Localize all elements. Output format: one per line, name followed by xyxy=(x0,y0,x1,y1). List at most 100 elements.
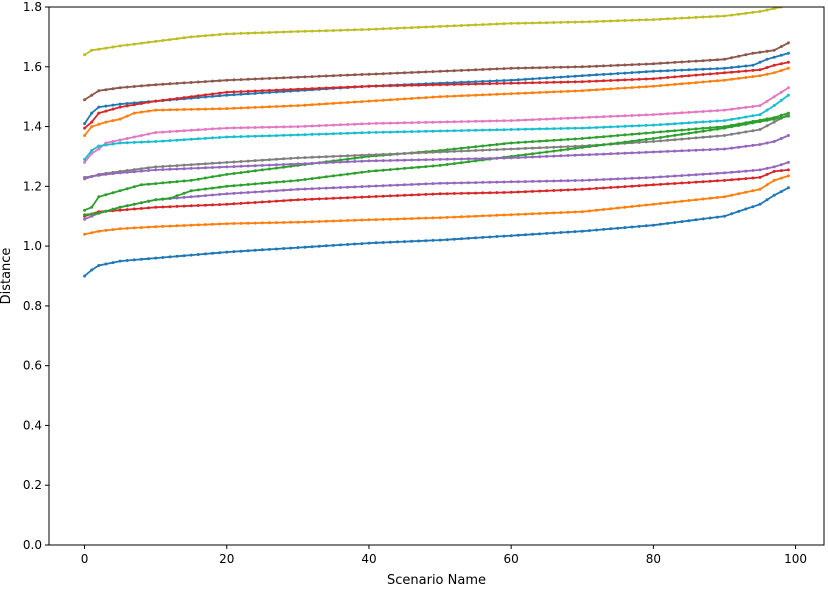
data-point xyxy=(218,33,222,36)
data-point xyxy=(90,125,94,129)
data-point xyxy=(104,143,108,147)
data-point xyxy=(673,182,677,185)
data-point xyxy=(616,152,620,155)
data-point xyxy=(296,198,300,202)
data-point xyxy=(687,110,691,114)
data-point xyxy=(602,72,606,76)
data-point xyxy=(488,180,492,184)
data-point xyxy=(353,195,357,199)
data-point xyxy=(417,70,421,74)
data-point xyxy=(388,98,392,102)
data-point xyxy=(275,125,278,129)
data-point xyxy=(147,182,150,186)
data-point xyxy=(182,96,186,100)
data-point xyxy=(289,104,293,108)
data-point xyxy=(488,235,492,239)
data-point xyxy=(623,86,627,90)
data-point xyxy=(111,119,115,123)
data-point xyxy=(680,111,684,115)
data-point xyxy=(253,182,257,186)
series-1 xyxy=(83,174,790,236)
data-point xyxy=(694,218,698,222)
data-point xyxy=(715,215,719,219)
data-point xyxy=(751,129,755,133)
data-point xyxy=(751,189,755,193)
series-line xyxy=(84,169,789,218)
data-point xyxy=(701,67,705,71)
data-point xyxy=(644,18,648,22)
data-point xyxy=(225,165,229,169)
data-point xyxy=(481,23,485,27)
data-point xyxy=(90,120,94,124)
data-point xyxy=(388,84,392,88)
data-point xyxy=(573,144,577,148)
data-point xyxy=(616,206,620,210)
data-point xyxy=(403,166,406,170)
data-point xyxy=(275,30,278,34)
data-point xyxy=(203,223,207,227)
data-point xyxy=(559,117,563,120)
data-point xyxy=(360,242,364,246)
data-point xyxy=(751,51,755,55)
data-point xyxy=(225,192,229,196)
data-point xyxy=(296,75,300,79)
data-point xyxy=(296,104,300,108)
data-point xyxy=(211,175,214,179)
data-point xyxy=(125,43,129,47)
data-point xyxy=(196,137,200,141)
data-point xyxy=(723,57,726,61)
data-point xyxy=(182,195,186,199)
data-point xyxy=(203,127,207,131)
data-point xyxy=(303,187,307,191)
data-point xyxy=(488,22,492,26)
data-point xyxy=(488,93,492,97)
data-point xyxy=(260,158,264,162)
data-point xyxy=(723,195,726,199)
data-point xyxy=(154,108,158,112)
data-point xyxy=(616,125,620,129)
data-point xyxy=(260,168,264,172)
data-point xyxy=(83,134,87,137)
data-point xyxy=(609,87,613,91)
data-point xyxy=(431,129,435,133)
data-point xyxy=(509,156,513,160)
data-point xyxy=(339,123,342,127)
series-line xyxy=(83,67,789,137)
data-point xyxy=(431,192,435,196)
data-point xyxy=(303,245,307,249)
data-point xyxy=(182,163,186,167)
data-point xyxy=(659,69,662,73)
data-point xyxy=(737,192,741,196)
data-point xyxy=(168,130,172,134)
data-point xyxy=(403,152,406,155)
data-point xyxy=(644,224,648,228)
data-point xyxy=(744,207,748,211)
data-point xyxy=(609,72,613,76)
series-14 xyxy=(83,134,790,179)
data-point xyxy=(758,50,762,54)
data-point xyxy=(573,116,577,120)
data-point xyxy=(339,186,342,189)
data-point xyxy=(651,62,655,66)
data-point xyxy=(765,198,769,202)
data-point xyxy=(715,179,719,183)
data-point xyxy=(708,79,712,83)
data-point xyxy=(616,185,620,189)
data-point xyxy=(282,163,286,166)
data-point xyxy=(139,167,143,171)
data-point xyxy=(580,89,584,93)
data-point xyxy=(609,207,613,211)
data-point xyxy=(559,211,563,215)
data-point xyxy=(239,249,243,253)
data-point xyxy=(232,202,236,206)
data-point xyxy=(232,165,236,169)
data-point xyxy=(260,200,264,204)
data-point xyxy=(111,261,115,265)
data-point xyxy=(310,155,314,159)
data-point xyxy=(559,154,563,158)
data-point xyxy=(751,105,755,108)
data-point xyxy=(438,129,442,133)
data-point xyxy=(118,189,122,193)
data-point xyxy=(602,227,606,231)
data-point xyxy=(232,135,236,139)
